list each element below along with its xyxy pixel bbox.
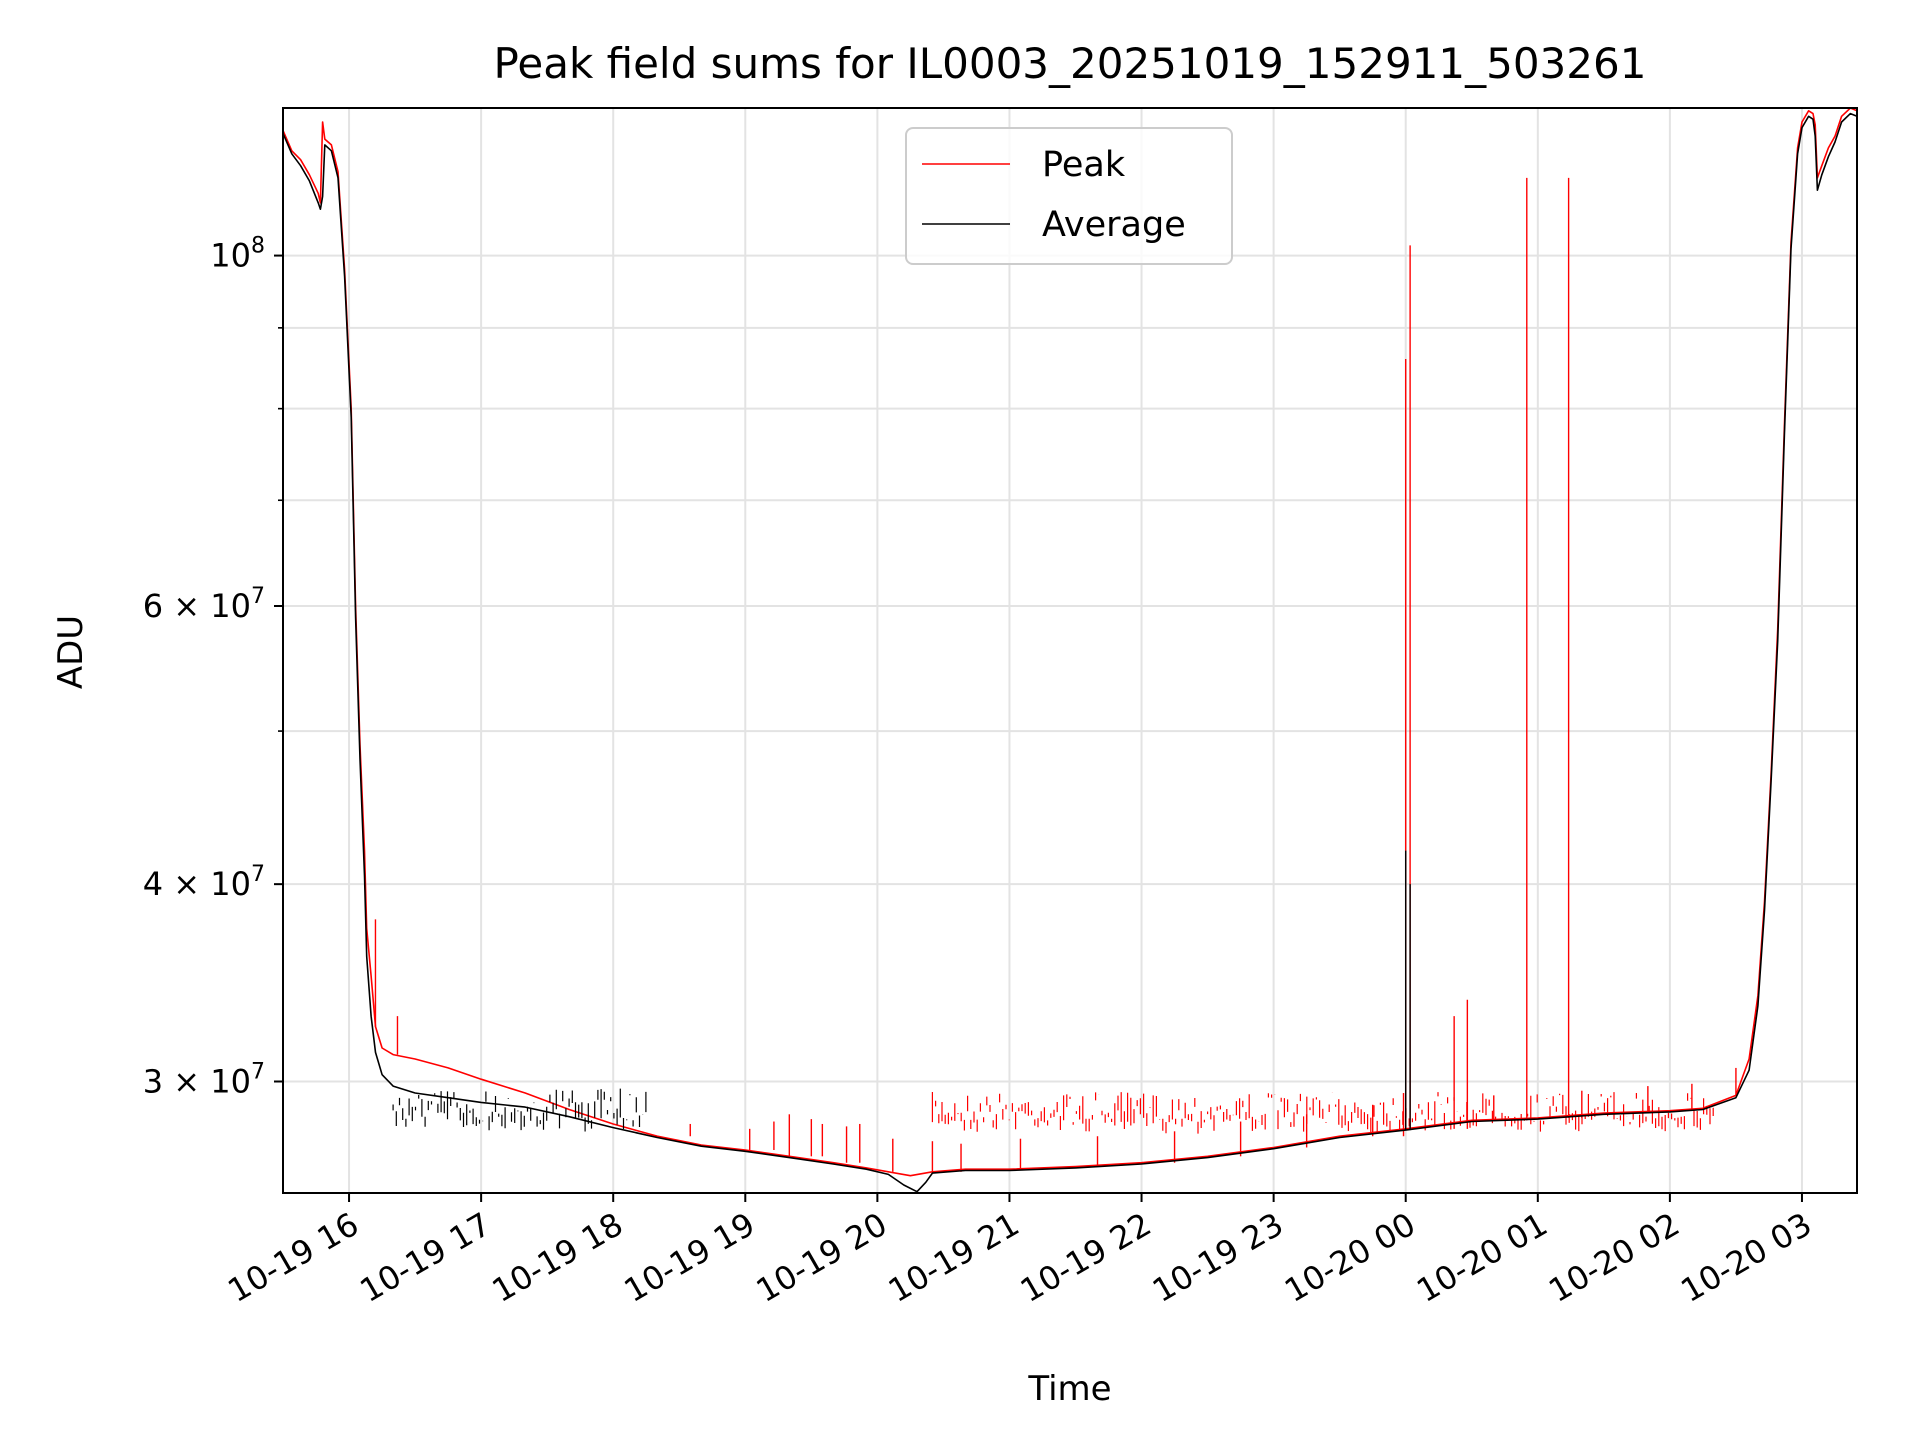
legend-label-peak: Peak [1042, 145, 1126, 185]
legend-label-average: Average [1042, 205, 1186, 245]
y-tick-label: 108 [210, 234, 265, 275]
y-axis-label: ADU [51, 615, 91, 689]
plot-frame [282, 107, 1858, 1194]
y-tick-label: 6 × 107 [143, 584, 265, 625]
y-tick-label: 3 × 107 [143, 1060, 265, 1101]
legend-box [905, 127, 1233, 265]
series-average-line [283, 112, 1857, 1193]
series-area [283, 108, 1857, 1193]
grid-lines [283, 108, 1857, 1193]
y-axis: 3 × 107 4 × 107 6 × 107 108 [143, 234, 283, 1101]
x-axis-label: Time [1027, 1369, 1111, 1409]
legend: Peak Average [905, 127, 1233, 265]
chart-title: Peak field sums for IL0003_20251019_1529… [494, 39, 1647, 88]
y-tick-label: 4 × 107 [143, 862, 265, 903]
series-average [283, 112, 1857, 1193]
series-average-noise [392, 1088, 647, 1132]
